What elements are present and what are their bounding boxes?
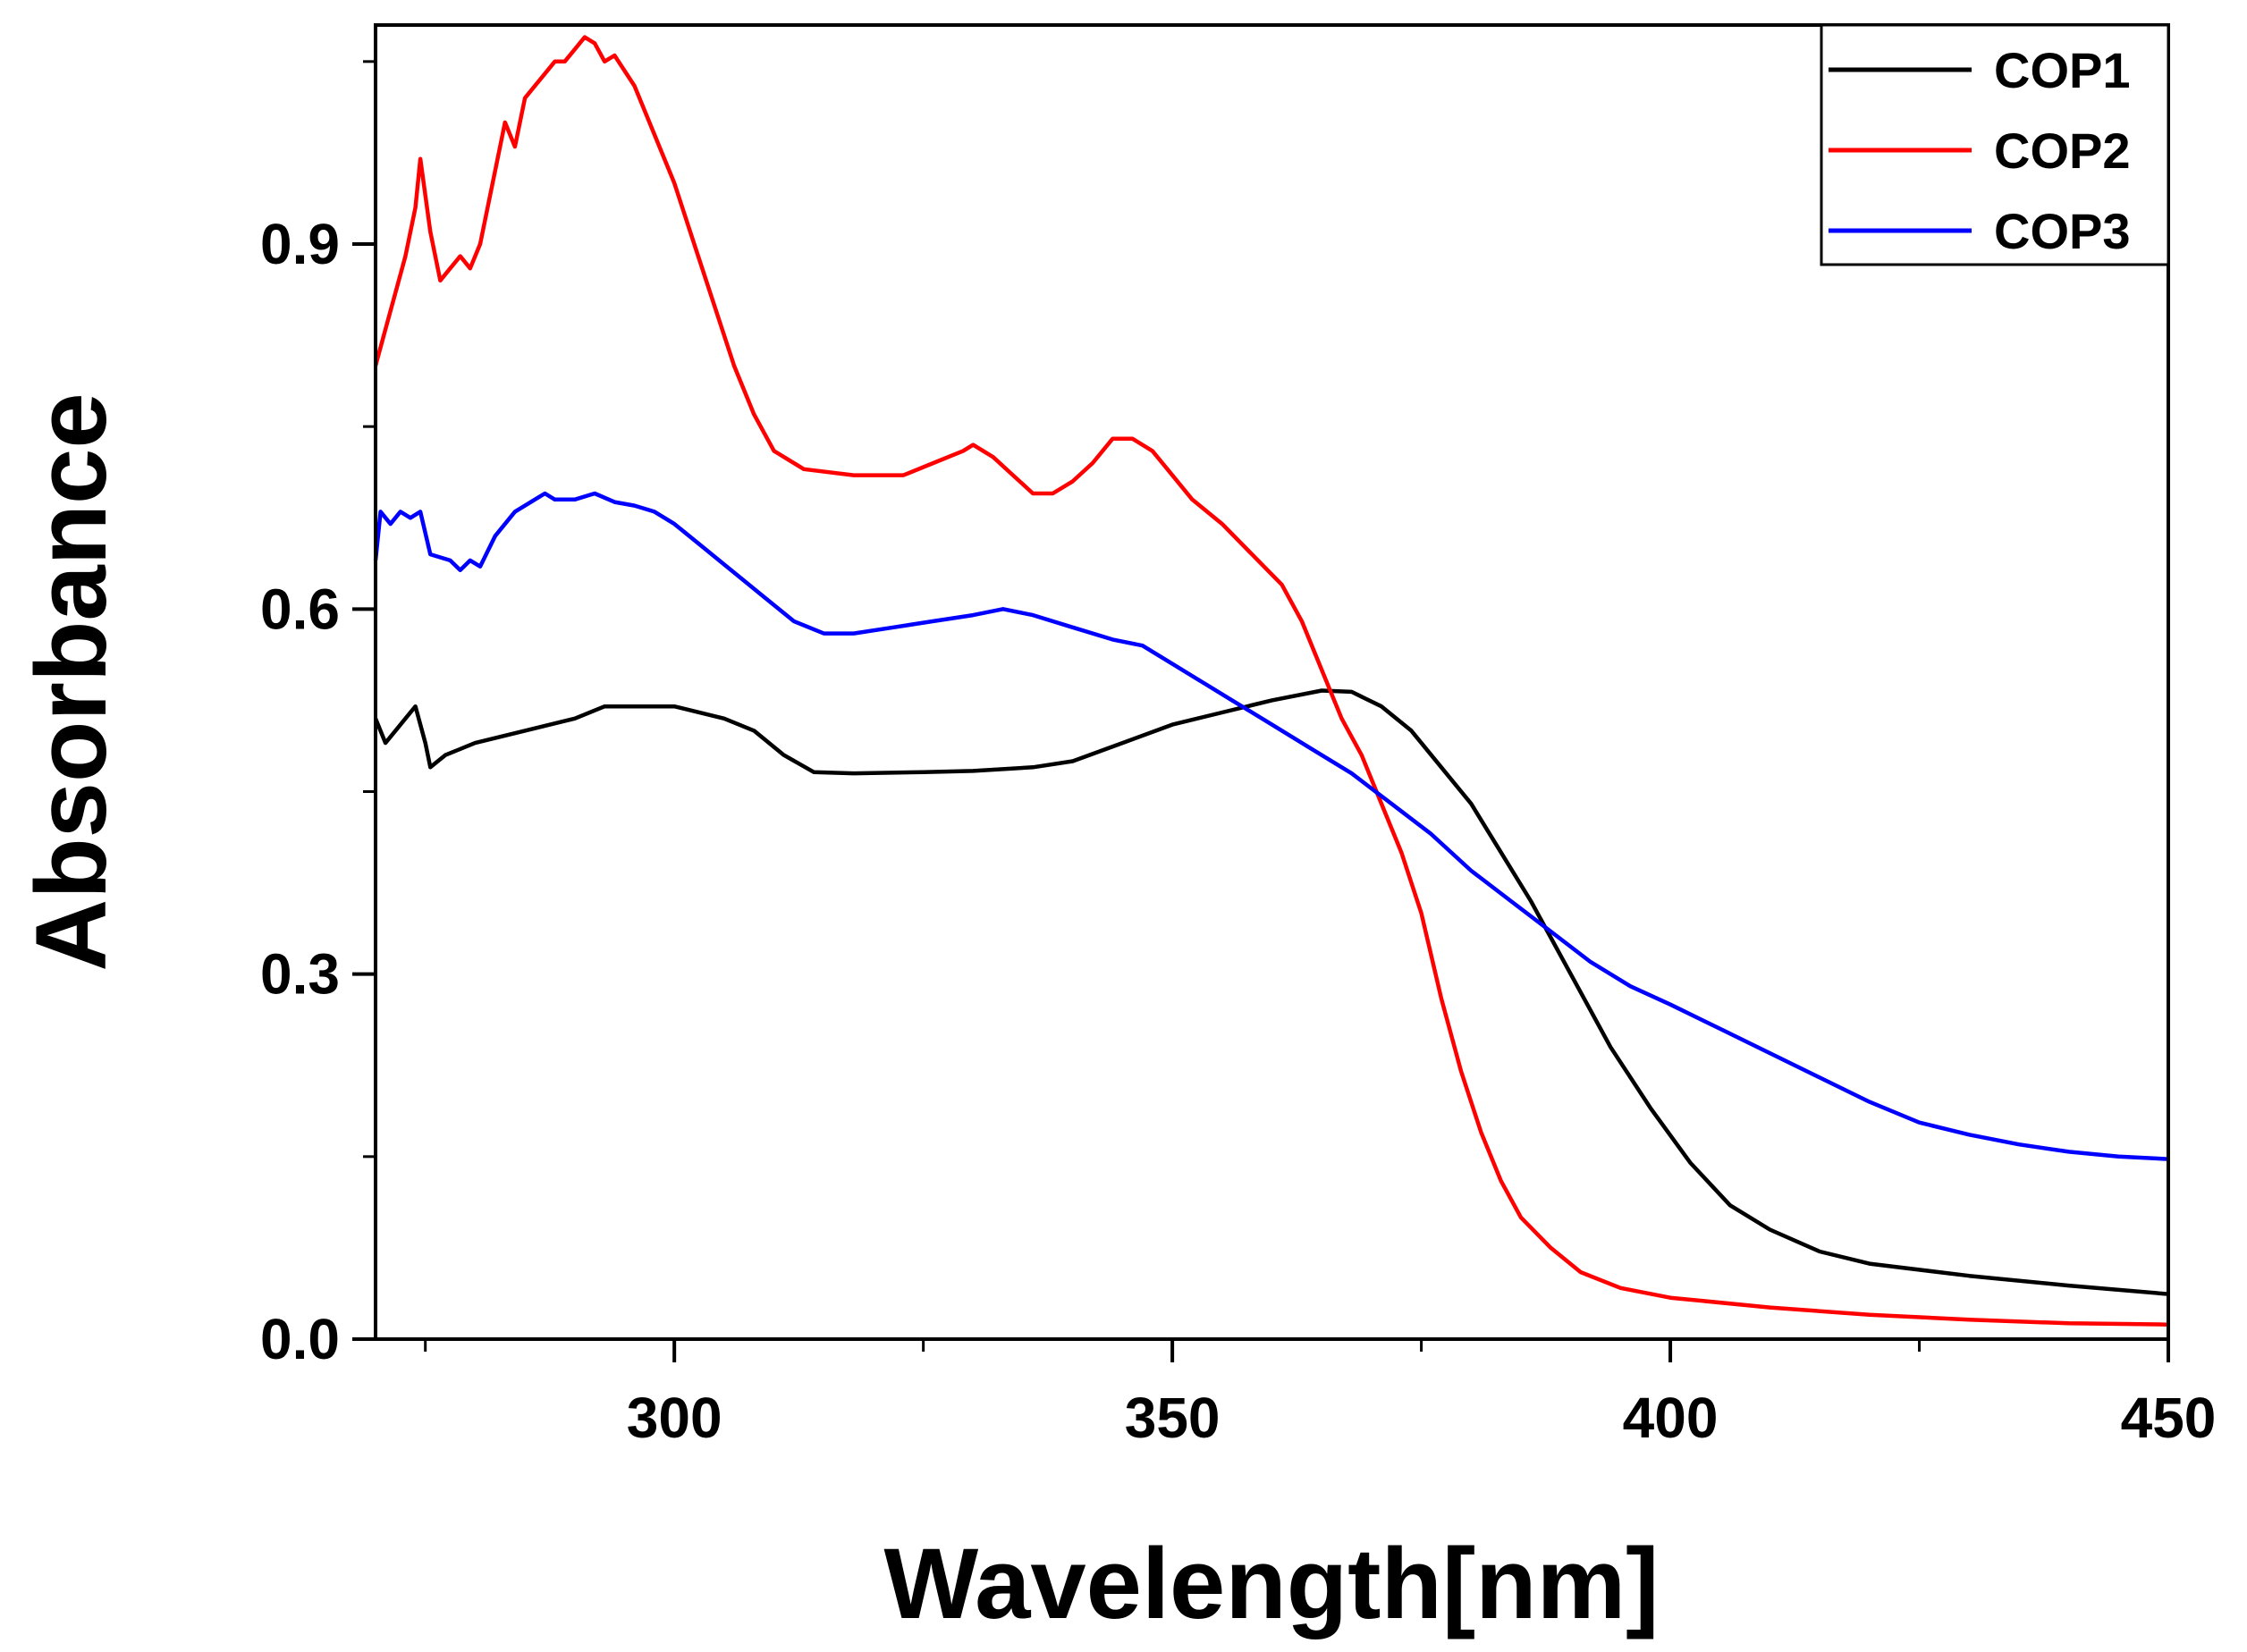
y-tick-label: 0.0 [260, 1307, 340, 1371]
legend: COP1 COP2 COP3 [1820, 23, 2170, 266]
y-tick-label: 0.3 [260, 942, 340, 1007]
legend-box [1820, 23, 2170, 266]
series-line-cop2 [373, 35, 2169, 1327]
y-tick-label: 0.9 [260, 212, 340, 276]
legend-label-cop1: COP1 [1994, 42, 2131, 98]
x-axis: 300 350 400 450 [424, 1339, 2217, 1450]
x-tick-label: 450 [2121, 1386, 2217, 1450]
legend-label-cop2: COP2 [1994, 122, 2131, 179]
series-line-cop1 [373, 688, 2169, 1296]
series-layer [373, 35, 2169, 1327]
y-axis-title: Absorbance [15, 392, 127, 971]
legend-label-cop3: COP3 [1994, 203, 2131, 259]
y-axis: 0.0 0.3 0.6 0.9 [260, 60, 376, 1371]
x-tick-label: 300 [627, 1386, 722, 1450]
series-line-cop3 [373, 491, 2169, 1161]
x-tick-label: 400 [1623, 1386, 1719, 1450]
plot-frame [374, 23, 2170, 1341]
y-tick-label: 0.6 [260, 577, 340, 641]
x-tick-label: 350 [1125, 1386, 1221, 1450]
x-axis-title: Wavelength[nm] [884, 1528, 1660, 1639]
